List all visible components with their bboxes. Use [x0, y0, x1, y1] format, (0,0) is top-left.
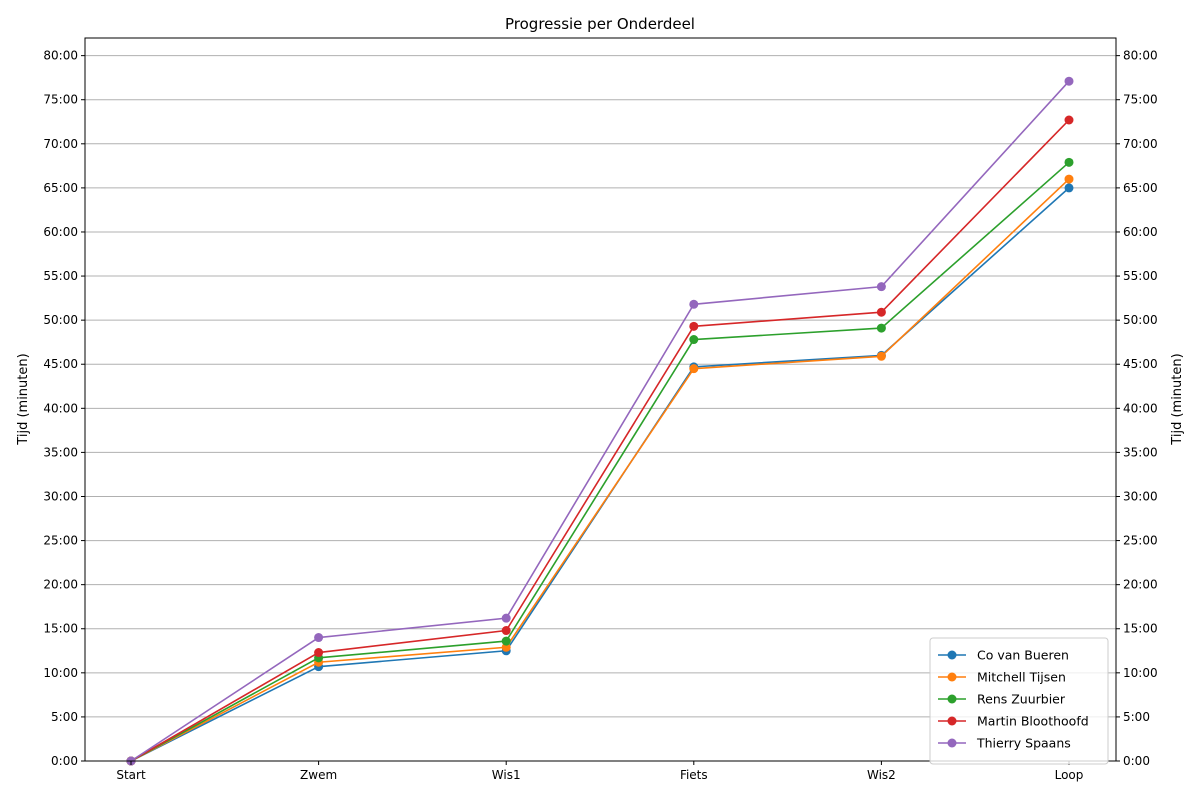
series-4 [126, 115, 1074, 766]
legend-label: Thierry Spaans [976, 736, 1071, 751]
series-line [130, 161, 1070, 762]
y-tick-label-left: 50:00 [43, 313, 78, 327]
data-point [876, 323, 886, 333]
x-tick-label: Start [116, 768, 146, 782]
series-line [130, 119, 1070, 762]
legend: Co van Bueren Mitchell Tijsen Rens Zuurbie… [929, 637, 1109, 765]
y-tick-label-left: 5:00 [51, 710, 78, 724]
legend-label: Martin Bloothoofd [977, 714, 1089, 729]
y-tick-label-right: 75:00 [1123, 93, 1158, 107]
y-tick-label-left: 40:00 [43, 401, 78, 415]
data-point [501, 636, 511, 646]
data-point [1064, 76, 1074, 86]
chart-title: Progressie per Onderdeel [505, 15, 695, 33]
y-tick-label-right: 45:00 [1123, 357, 1158, 371]
y-tick-label-left: 65:00 [43, 181, 78, 195]
x-tick-label: Wis1 [492, 768, 521, 782]
data-point [1064, 157, 1074, 167]
series-3 [126, 157, 1074, 766]
legend-item: Rens Zuurbier [938, 692, 1066, 707]
legend-item: Co van Bueren [938, 648, 1069, 663]
y-tick-label-right: 20:00 [1123, 578, 1158, 592]
y-tick-label-right: 5:00 [1123, 710, 1150, 724]
legend-marker [947, 716, 957, 726]
legend-label: Co van Bueren [977, 648, 1069, 663]
y-tick-label-right: 0:00 [1123, 754, 1150, 768]
data-point [689, 321, 699, 331]
y-tick-label-left: 70:00 [43, 137, 78, 151]
series-layer [126, 76, 1074, 766]
legend-marker [947, 694, 957, 704]
legend-marker [947, 650, 957, 660]
y-tick-label-right: 10:00 [1123, 666, 1158, 680]
data-point [876, 282, 886, 292]
y-tick-label-right: 55:00 [1123, 269, 1158, 283]
y-tick-label-right: 15:00 [1123, 622, 1158, 636]
y-tick-label-right: 70:00 [1123, 137, 1158, 151]
y-tick-label-left: 30:00 [43, 489, 78, 503]
y-axis-label-left: Tijd (minuten) [16, 353, 31, 445]
data-point [876, 307, 886, 317]
data-point [1064, 115, 1074, 125]
left-y-axis: 0:00 5:00 10:00 15:00 20:00 25:00 30:00 35:00 40… [43, 49, 85, 768]
legend-label: Mitchell Tijsen [977, 670, 1066, 685]
legend-box [929, 637, 1109, 765]
y-tick-label-left: 75:00 [43, 93, 78, 107]
series-line [130, 80, 1070, 762]
legend-marker [947, 738, 957, 748]
data-point [1064, 183, 1074, 193]
y-tick-label-left: 60:00 [43, 225, 78, 239]
y-tick-label-left: 80:00 [43, 49, 78, 63]
y-tick-label-left: 45:00 [43, 357, 78, 371]
data-point [314, 633, 324, 643]
data-point [689, 299, 699, 309]
x-tick-label: Wis2 [867, 768, 896, 782]
data-point [689, 335, 699, 345]
x-tick-label: Loop [1055, 768, 1084, 782]
data-point [501, 626, 511, 636]
series-5 [126, 76, 1074, 766]
series-line [130, 178, 1070, 762]
y-tick-label-left: 0:00 [51, 754, 78, 768]
plot-frame [84, 37, 1117, 762]
y-tick-label-left: 55:00 [43, 269, 78, 283]
y-tick-label-left: 20:00 [43, 578, 78, 592]
y-tick-label-left: 10:00 [43, 666, 78, 680]
data-point [501, 613, 511, 623]
y-tick-label-right: 40:00 [1123, 401, 1158, 415]
data-point [689, 364, 699, 374]
y-tick-label-right: 65:00 [1123, 181, 1158, 195]
y-tick-label-right: 60:00 [1123, 225, 1158, 239]
right-y-axis: 0:00 5:00 10:00 15:00 20:00 25:00 30:00 35:00 40… [1116, 49, 1158, 768]
legend-item: Mitchell Tijsen [938, 670, 1066, 685]
data-point [1064, 174, 1074, 184]
y-tick-label-right: 25:00 [1123, 534, 1158, 548]
y-axis-label-right: Tijd (minuten) [1170, 353, 1185, 445]
data-point [314, 648, 324, 658]
legend-marker [947, 672, 957, 682]
y-tick-label-right: 50:00 [1123, 313, 1158, 327]
y-tick-label-left: 25:00 [43, 534, 78, 548]
y-tick-label-left: 15:00 [43, 622, 78, 636]
y-tick-label-right: 35:00 [1123, 445, 1158, 459]
y-tick-label-right: 80:00 [1123, 49, 1158, 63]
grid-lines [85, 55, 1116, 762]
data-point [501, 642, 511, 652]
legend-item: Thierry Spaans [938, 736, 1071, 751]
legend-label: Rens Zuurbier [977, 692, 1066, 707]
y-tick-label-right: 30:00 [1123, 489, 1158, 503]
x-tick-label: Fiets [680, 768, 708, 782]
data-point [876, 351, 886, 361]
x-axis: Start Zwem Wis1 Fiets Wis2 Loop [116, 761, 1083, 782]
x-tick-label: Zwem [300, 768, 337, 782]
y-tick-label-left: 35:00 [43, 445, 78, 459]
legend-item: Martin Bloothoofd [938, 714, 1089, 729]
